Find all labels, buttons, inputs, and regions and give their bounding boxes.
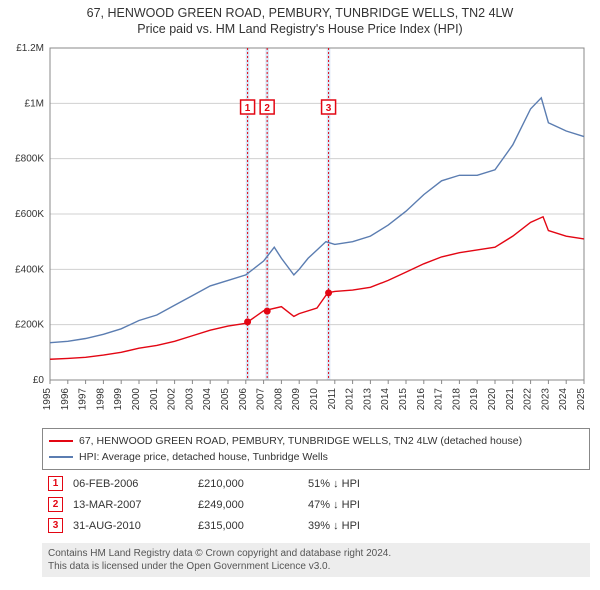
svg-text:1995: 1995 xyxy=(42,388,53,411)
svg-text:2017: 2017 xyxy=(434,388,445,411)
legend-item: 67, HENWOOD GREEN ROAD, PEMBURY, TUNBRID… xyxy=(49,433,583,449)
legend-item: HPI: Average price, detached house, Tunb… xyxy=(49,449,583,465)
sale-price: £210,000 xyxy=(198,478,298,490)
svg-text:2019: 2019 xyxy=(469,388,480,411)
svg-text:£800K: £800K xyxy=(15,154,44,165)
svg-text:£1M: £1M xyxy=(25,98,44,109)
footer-line2: This data is licensed under the Open Gov… xyxy=(48,560,584,573)
svg-text:2: 2 xyxy=(264,103,270,114)
svg-text:1996: 1996 xyxy=(60,388,71,411)
svg-text:£400K: £400K xyxy=(15,264,44,275)
sale-marker: 1 xyxy=(48,476,63,491)
svg-text:2024: 2024 xyxy=(558,388,569,411)
svg-text:2000: 2000 xyxy=(131,388,142,411)
svg-text:2011: 2011 xyxy=(327,388,338,410)
svg-text:2015: 2015 xyxy=(398,388,409,411)
svg-text:1997: 1997 xyxy=(78,388,89,411)
svg-text:2012: 2012 xyxy=(345,388,356,411)
svg-text:2021: 2021 xyxy=(505,388,516,411)
svg-text:2009: 2009 xyxy=(291,388,302,411)
svg-text:2003: 2003 xyxy=(184,388,195,411)
svg-text:£600K: £600K xyxy=(15,209,44,220)
svg-text:1999: 1999 xyxy=(113,388,124,411)
sale-date: 31-AUG-2010 xyxy=(73,520,188,532)
svg-text:2018: 2018 xyxy=(451,388,462,411)
svg-text:2023: 2023 xyxy=(540,388,551,411)
svg-text:2025: 2025 xyxy=(576,388,587,411)
title-subtitle: Price paid vs. HM Land Registry's House … xyxy=(10,22,590,36)
sale-diff: 47% ↓ HPI xyxy=(308,499,360,511)
sale-price: £249,000 xyxy=(198,499,298,511)
footer-line1: Contains HM Land Registry data © Crown c… xyxy=(48,547,584,560)
svg-text:1998: 1998 xyxy=(95,388,106,411)
chart-title-block: 67, HENWOOD GREEN ROAD, PEMBURY, TUNBRID… xyxy=(0,0,600,40)
sale-marker: 3 xyxy=(48,518,63,533)
sales-table: 1 06-FEB-2006 £210,000 51% ↓ HPI 2 13-MAR-200… xyxy=(0,476,600,533)
sale-date: 13-MAR-2007 xyxy=(73,499,188,511)
legend-label: HPI: Average price, detached house, Tunb… xyxy=(79,451,328,463)
svg-text:£0: £0 xyxy=(33,375,45,386)
sale-row: 3 31-AUG-2010 £315,000 39% ↓ HPI xyxy=(48,518,590,533)
svg-text:1: 1 xyxy=(245,103,251,114)
svg-text:2008: 2008 xyxy=(273,388,284,411)
legend: 67, HENWOOD GREEN ROAD, PEMBURY, TUNBRID… xyxy=(42,428,590,470)
chart-area: £0 £200K £400K £600K £800K £1M £1.2M 1995 1996 19… xyxy=(8,40,592,420)
chart-svg: £0 £200K £400K £600K £800K £1M £1.2M 1995 1996 19… xyxy=(8,40,592,420)
sale-marker: 2 xyxy=(48,497,63,512)
sale-date: 06-FEB-2006 xyxy=(73,478,188,490)
svg-text:2007: 2007 xyxy=(256,388,267,411)
svg-text:2005: 2005 xyxy=(220,388,231,411)
svg-text:2006: 2006 xyxy=(238,388,249,411)
sale-row: 2 13-MAR-2007 £249,000 47% ↓ HPI xyxy=(48,497,590,512)
sale-diff: 51% ↓ HPI xyxy=(308,478,360,490)
svg-text:£1.2M: £1.2M xyxy=(16,43,44,54)
svg-text:3: 3 xyxy=(326,103,332,114)
svg-text:2004: 2004 xyxy=(202,388,213,411)
svg-text:2022: 2022 xyxy=(523,388,534,411)
svg-text:2001: 2001 xyxy=(149,388,160,411)
svg-text:2010: 2010 xyxy=(309,388,320,411)
title-address: 67, HENWOOD GREEN ROAD, PEMBURY, TUNBRID… xyxy=(10,6,590,20)
svg-text:£200K: £200K xyxy=(15,320,44,331)
svg-text:2002: 2002 xyxy=(167,388,178,411)
sale-row: 1 06-FEB-2006 £210,000 51% ↓ HPI xyxy=(48,476,590,491)
legend-swatch xyxy=(49,440,73,442)
svg-text:2016: 2016 xyxy=(416,388,427,411)
sale-diff: 39% ↓ HPI xyxy=(308,520,360,532)
svg-text:2013: 2013 xyxy=(362,388,373,411)
legend-swatch xyxy=(49,456,73,458)
legend-label: 67, HENWOOD GREEN ROAD, PEMBURY, TUNBRID… xyxy=(79,435,522,447)
svg-text:2020: 2020 xyxy=(487,388,498,411)
sale-price: £315,000 xyxy=(198,520,298,532)
footer-attribution: Contains HM Land Registry data © Crown c… xyxy=(42,543,590,577)
svg-text:2014: 2014 xyxy=(380,388,391,411)
